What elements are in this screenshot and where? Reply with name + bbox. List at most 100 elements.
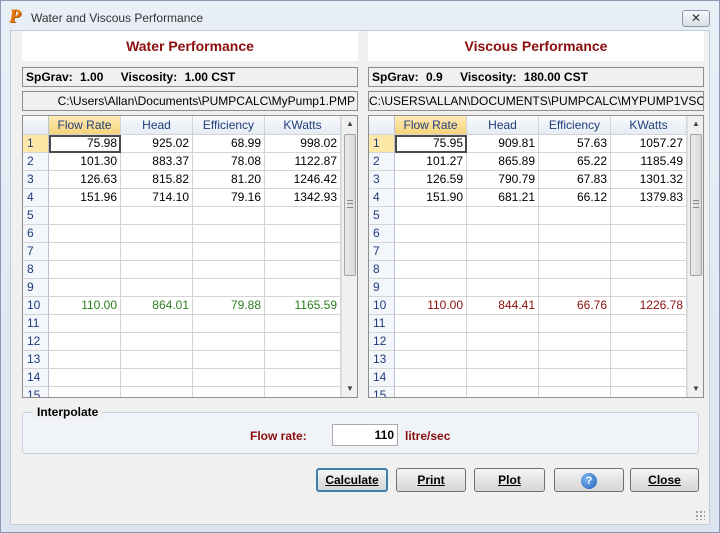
- grid-cell[interactable]: [539, 315, 611, 333]
- grid-cell[interactable]: [265, 315, 341, 333]
- grid-cell[interactable]: 844.41: [467, 297, 539, 315]
- grid-cell[interactable]: [121, 369, 193, 387]
- close-window-button[interactable]: ✕: [682, 10, 710, 27]
- table-row[interactable]: 1 75.95 909.81 57.63 1057.27: [369, 135, 687, 153]
- row-number[interactable]: 1: [369, 135, 395, 153]
- table-row[interactable]: 13: [23, 351, 341, 369]
- grid-cell[interactable]: 998.02: [265, 135, 341, 153]
- title-bar[interactable]: P Water and Viscous Performance ✕: [1, 1, 719, 33]
- grid-cell[interactable]: 126.63: [49, 171, 121, 189]
- grid-cell[interactable]: 67.83: [539, 171, 611, 189]
- grid-cell[interactable]: 883.37: [121, 153, 193, 171]
- row-number[interactable]: 13: [23, 351, 49, 369]
- grid-cell[interactable]: 714.10: [121, 189, 193, 207]
- grid-cell[interactable]: [49, 207, 121, 225]
- grid-cell[interactable]: 681.21: [467, 189, 539, 207]
- table-row[interactable]: 9: [369, 279, 687, 297]
- grid-cell[interactable]: [539, 279, 611, 297]
- table-row[interactable]: 4 151.90 681.21 66.12 1379.83: [369, 189, 687, 207]
- grid-cell[interactable]: [193, 243, 265, 261]
- table-row[interactable]: 5: [369, 207, 687, 225]
- row-number[interactable]: 1: [23, 135, 49, 153]
- row-number[interactable]: 9: [369, 279, 395, 297]
- table-row[interactable]: 3 126.63 815.82 81.20 1246.42: [23, 171, 341, 189]
- grid-cell[interactable]: [395, 351, 467, 369]
- column-header[interactable]: Head: [467, 116, 539, 135]
- grid-cell[interactable]: 151.90: [395, 189, 467, 207]
- row-number[interactable]: 10: [369, 297, 395, 315]
- table-row[interactable]: 8: [369, 261, 687, 279]
- table-row[interactable]: 10 110.00 864.01 79.88 1165.59: [23, 297, 341, 315]
- grid-cell[interactable]: 1057.27: [611, 135, 687, 153]
- row-number[interactable]: 15: [23, 387, 49, 397]
- grid-cell[interactable]: [467, 333, 539, 351]
- grid-cell[interactable]: 126.59: [395, 171, 467, 189]
- grid-cell[interactable]: 864.01: [121, 297, 193, 315]
- table-row[interactable]: 10 110.00 844.41 66.76 1226.78: [369, 297, 687, 315]
- row-number[interactable]: 12: [369, 333, 395, 351]
- grid-cell[interactable]: 68.99: [193, 135, 265, 153]
- grid-cell[interactable]: [467, 243, 539, 261]
- grid-cell[interactable]: [395, 387, 467, 397]
- grid-cell[interactable]: [49, 387, 121, 397]
- grid-cell[interactable]: [539, 243, 611, 261]
- row-number[interactable]: 10: [23, 297, 49, 315]
- grid-cell[interactable]: [467, 387, 539, 397]
- grid-cell[interactable]: [467, 315, 539, 333]
- grid-cell[interactable]: [611, 315, 687, 333]
- grid-cell[interactable]: [121, 333, 193, 351]
- row-number[interactable]: 3: [369, 171, 395, 189]
- grid-cell[interactable]: [121, 261, 193, 279]
- row-number[interactable]: 6: [369, 225, 395, 243]
- grid-cell[interactable]: [265, 279, 341, 297]
- column-header[interactable]: Efficiency: [539, 116, 611, 135]
- grid-cell[interactable]: [265, 261, 341, 279]
- grid-cell[interactable]: [611, 243, 687, 261]
- viscous-grid-scrollbar[interactable]: ▲ ▼: [687, 116, 703, 397]
- row-number[interactable]: 6: [23, 225, 49, 243]
- grid-cell[interactable]: [467, 207, 539, 225]
- table-row[interactable]: 5: [23, 207, 341, 225]
- print-button[interactable]: Print: [396, 468, 466, 492]
- grid-cell[interactable]: [193, 261, 265, 279]
- grid-cell[interactable]: 151.96: [49, 189, 121, 207]
- table-row[interactable]: 14: [23, 369, 341, 387]
- grid-cell[interactable]: [539, 369, 611, 387]
- grid-cell[interactable]: 790.79: [467, 171, 539, 189]
- grid-cell[interactable]: [611, 225, 687, 243]
- row-number[interactable]: 4: [369, 189, 395, 207]
- grid-cell[interactable]: [395, 279, 467, 297]
- grid-cell[interactable]: [193, 315, 265, 333]
- table-row[interactable]: 4 151.96 714.10 79.16 1342.93: [23, 189, 341, 207]
- grid-cell[interactable]: [395, 333, 467, 351]
- row-number[interactable]: 14: [369, 369, 395, 387]
- grid-cell[interactable]: [539, 261, 611, 279]
- grid-cell[interactable]: [265, 387, 341, 397]
- column-header[interactable]: KWatts: [265, 116, 341, 135]
- grid-cell[interactable]: [611, 207, 687, 225]
- grid-cell[interactable]: 1301.32: [611, 171, 687, 189]
- table-row[interactable]: 7: [23, 243, 341, 261]
- grid-cell[interactable]: 79.88: [193, 297, 265, 315]
- table-row[interactable]: 9: [23, 279, 341, 297]
- grid-cell[interactable]: [611, 333, 687, 351]
- grid-cell[interactable]: [467, 369, 539, 387]
- grid-cell[interactable]: [611, 387, 687, 397]
- grid-cell[interactable]: [539, 351, 611, 369]
- viscous-grid[interactable]: Flow Rate Head Efficiency KWatts 1 75.95 909.8…: [368, 115, 704, 398]
- water-grid-scrollbar[interactable]: ▲ ▼: [341, 116, 357, 397]
- grid-cell[interactable]: 78.08: [193, 153, 265, 171]
- row-number[interactable]: 9: [23, 279, 49, 297]
- column-header[interactable]: Flow Rate: [49, 116, 121, 135]
- grid-cell[interactable]: 81.20: [193, 171, 265, 189]
- table-row[interactable]: 12: [23, 333, 341, 351]
- grid-cell[interactable]: [49, 279, 121, 297]
- grid-cell[interactable]: 1226.78: [611, 297, 687, 315]
- grid-cell[interactable]: [193, 279, 265, 297]
- grid-cell[interactable]: [193, 225, 265, 243]
- grid-cell[interactable]: 101.30: [49, 153, 121, 171]
- grid-cell[interactable]: [611, 369, 687, 387]
- grid-cell[interactable]: [539, 387, 611, 397]
- grid-cell[interactable]: [395, 261, 467, 279]
- row-number[interactable]: 8: [23, 261, 49, 279]
